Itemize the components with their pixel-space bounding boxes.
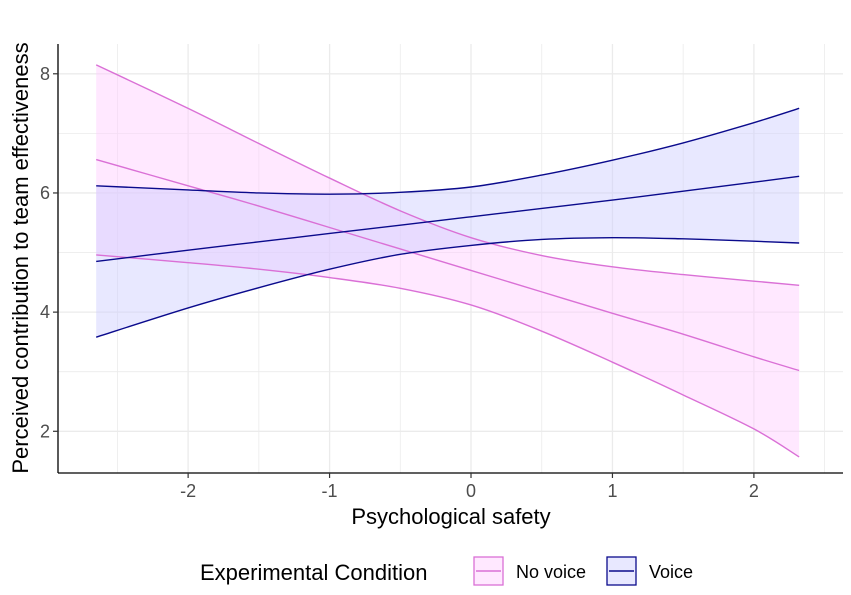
y-tick-label: 8 (40, 64, 50, 84)
grid (58, 44, 843, 473)
x-axis-title: Psychological safety (351, 504, 550, 529)
x-tick-label: 0 (466, 481, 476, 501)
fit-line-voice (96, 175, 800, 263)
y-axis-title: Perceived contribution to team effective… (8, 42, 33, 473)
axes (53, 44, 843, 478)
y-tick-label: 2 (40, 421, 50, 441)
confidence-bands (96, 64, 800, 457)
tick-labels: -2 -1 0 1 2 2 4 6 8 (40, 64, 759, 501)
series-lines (95, 64, 800, 458)
y-tick-label: 4 (40, 302, 50, 322)
legend-label-no-voice: No voice (516, 562, 586, 582)
lower-bound-no-voice (96, 254, 800, 458)
upper-bound-voice (96, 107, 800, 195)
x-tick-label: -1 (322, 481, 338, 501)
band-voice (96, 108, 800, 338)
legend-label-voice: Voice (649, 562, 693, 582)
lower-bound-voice (95, 236, 800, 338)
x-tick-label: 1 (607, 481, 617, 501)
legend: Experimental Condition No voice Voice (200, 556, 693, 586)
x-tick-label: 2 (749, 481, 759, 501)
x-tick-label: -2 (180, 481, 196, 501)
fit-line-no-voice (95, 158, 800, 372)
band-no-voice (96, 64, 800, 457)
y-tick-label: 6 (40, 183, 50, 203)
legend-title: Experimental Condition (200, 560, 427, 585)
upper-bound-no-voice (95, 64, 800, 287)
